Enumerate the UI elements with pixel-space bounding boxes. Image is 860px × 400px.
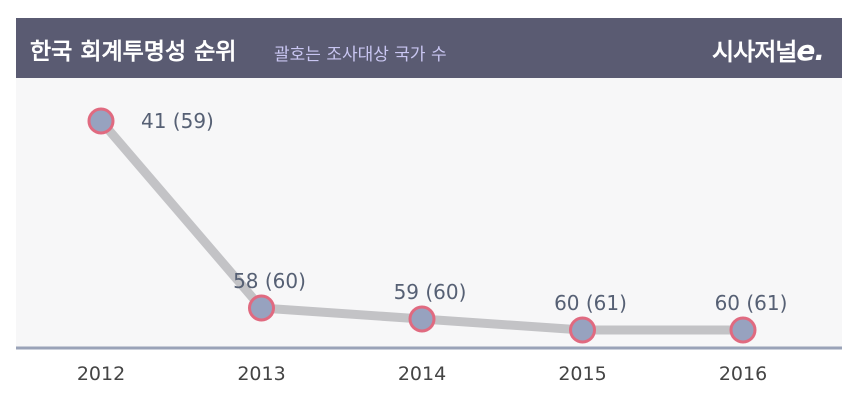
x-tick-2012: 2012: [77, 363, 125, 385]
chart-subtitle: 괄호는 조사대상 국가 수: [274, 45, 447, 65]
data-labels-layer: 41 (59) 58 (60) 59 (60) 60 (61) 60 (61): [141, 109, 787, 315]
x-tick-labels: 2012 2013 2014 2015 2016: [77, 363, 767, 385]
data-label-2016: 60 (61): [715, 291, 788, 315]
chart-title: 한국 회계투명성 순위: [30, 39, 237, 65]
data-point-2014: [408, 305, 436, 333]
data-point-2015: [569, 316, 596, 344]
data-label-2015: 60 (61): [554, 291, 627, 315]
logo-suffix: e.: [796, 34, 825, 67]
data-point-2013: [248, 294, 275, 322]
x-tick-2013: 2013: [237, 363, 285, 385]
data-label-2013: 58 (60): [233, 269, 306, 293]
data-point-2012: [87, 107, 115, 135]
points-layer: [87, 107, 757, 344]
data-point-2016: [729, 316, 757, 344]
logo-text: 시사저널: [712, 38, 797, 66]
publisher-logo: 시사저널e.: [712, 32, 825, 67]
chart-header: 한국 회계투명성 순위 괄호는 조사대상 국가 수 시사저널e.: [16, 18, 842, 78]
x-tick-2016: 2016: [719, 363, 767, 385]
data-label-2012: 41 (59): [141, 109, 214, 133]
plot-background: [16, 78, 842, 348]
x-tick-2015: 2015: [558, 363, 606, 385]
x-tick-2014: 2014: [398, 363, 446, 385]
data-label-2014: 59 (60): [394, 280, 467, 304]
